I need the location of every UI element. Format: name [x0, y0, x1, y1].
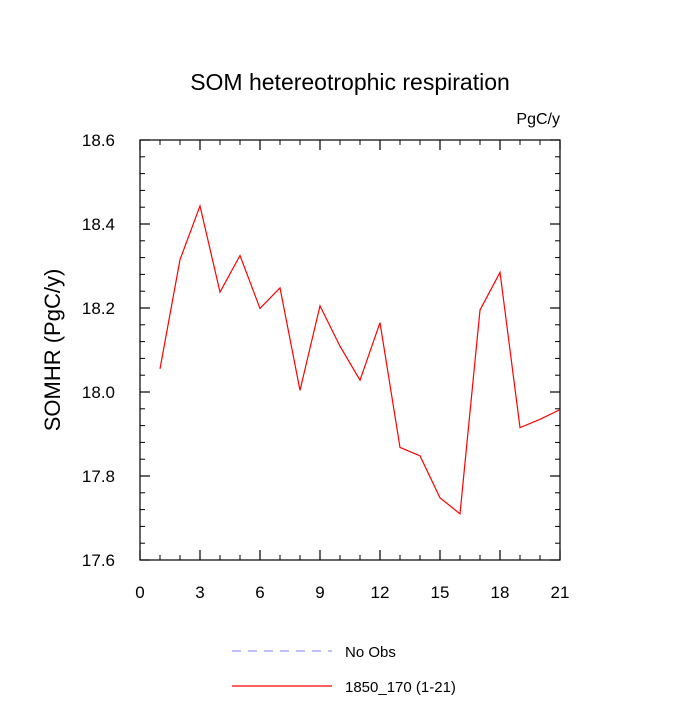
legend-label: 1850_170 (1-21)	[345, 679, 456, 696]
x-tick-label: 15	[431, 583, 450, 602]
x-tick-label: 12	[371, 583, 390, 602]
y-tick-label: 18.6	[82, 131, 115, 150]
y-tick-label: 17.8	[82, 467, 115, 486]
y-axis-label: SOMHR (PgC/y)	[40, 269, 65, 432]
chart-title: SOM hetereotrophic respiration	[190, 69, 510, 95]
x-tick-label: 3	[195, 583, 204, 602]
x-tick-label: 18	[491, 583, 510, 602]
x-tick-label: 0	[135, 583, 144, 602]
y-tick-label: 18.4	[82, 215, 115, 234]
units-label: PgC/y	[516, 111, 560, 128]
x-tick-label: 21	[551, 583, 570, 602]
plot-series	[159, 203, 561, 515]
y-tick-label: 18.2	[82, 299, 115, 318]
axes: 0 3 6 9 12 15 18 21 17.6 17.8 18.0 18.2 18.4 18.6	[82, 131, 570, 602]
y-tick-label: 18.0	[82, 383, 115, 402]
x-tick-label: 6	[255, 583, 264, 602]
legend: No Obs 1850_170 (1-21)	[232, 644, 456, 696]
plot-frame	[139, 139, 561, 561]
x-tick-label: 9	[315, 583, 324, 602]
legend-label: No Obs	[345, 644, 396, 661]
series-line	[159, 203, 561, 515]
y-tick-label: 17.6	[82, 551, 115, 570]
